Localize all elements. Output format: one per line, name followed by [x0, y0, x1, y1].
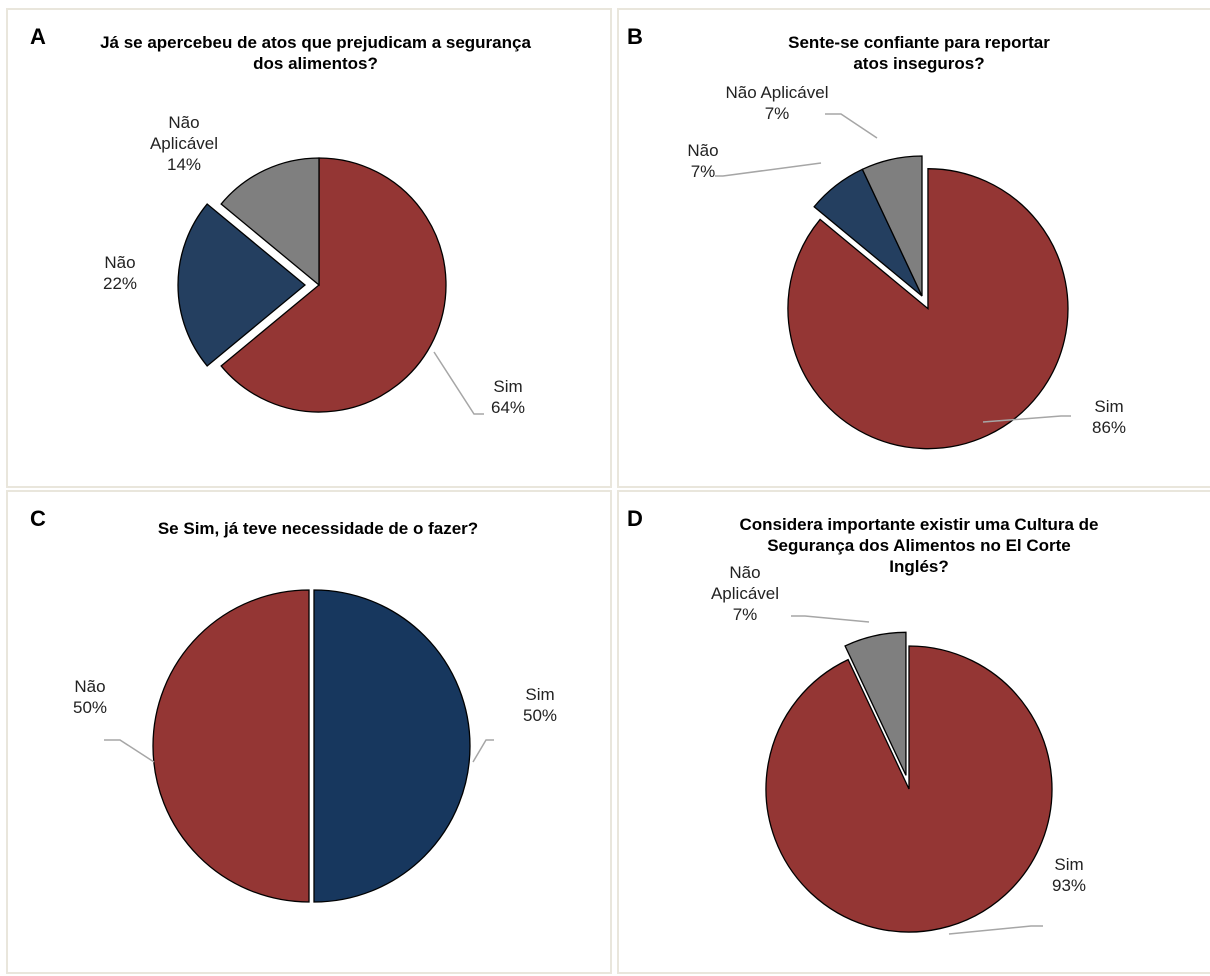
pie-slice-sim	[787, 168, 1069, 450]
slice-data-label: Sim 86%	[1092, 397, 1126, 437]
leader-line	[472, 739, 494, 763]
chart-title: Se Sim, já teve necessidade de o fazer?	[157, 519, 479, 538]
slice-data-label: Sim 64%	[491, 377, 525, 417]
slice-data-label: Não Aplicável 7%	[725, 83, 828, 123]
pie-slice-sim	[765, 645, 1053, 933]
pie-chart-a: Sim 64% Não 22% Não Aplicável 14%	[103, 113, 525, 417]
leader-line	[433, 351, 484, 415]
pie-slice-n-o-aplic-vel	[861, 155, 923, 297]
pie-slice-n-o	[152, 589, 310, 903]
panel-letter: A	[30, 24, 46, 49]
slice-data-label: Sim 93%	[1052, 855, 1086, 895]
leader-line	[791, 615, 870, 623]
panel-letter: D	[627, 506, 643, 531]
chart-panel-c: C Se Sim, já teve necessidade de o fazer…	[6, 490, 612, 974]
slice-data-label: Não Aplicável 7%	[711, 563, 779, 624]
panel-letter: B	[627, 24, 643, 49]
slice-data-label: Sim 50%	[523, 685, 557, 725]
chart-title: Já se apercebeu de atos que prejudicam a…	[100, 33, 531, 73]
pie-slice-n-o-aplic-vel	[844, 631, 907, 776]
chart-panel-b: B Sente-se confiante para reportar atos …	[617, 8, 1210, 488]
pie-slice-n-o	[177, 203, 307, 367]
panel-letter: C	[30, 506, 46, 531]
pie-slice-n-o-aplic-vel	[220, 157, 320, 287]
chart-panel-a: A Já se apercebeu de atos que prejudicam…	[6, 8, 612, 488]
slice-data-label: Não Aplicável 14%	[150, 113, 218, 174]
slice-data-label: Não 7%	[687, 141, 718, 181]
pie-slice-sim	[220, 157, 447, 413]
pie-chart-d: Sim 93% Não Aplicável 7%	[711, 563, 1086, 935]
leader-line	[948, 925, 1043, 935]
slice-data-label: Não 50%	[73, 677, 107, 717]
pie-chart-c: Sim 50% Não 50%	[73, 589, 557, 903]
leader-line	[825, 113, 878, 139]
chart-title: Considera importante existir uma Cultura…	[739, 515, 1099, 576]
slice-data-label: Não 22%	[103, 253, 137, 293]
leader-line	[104, 739, 155, 763]
chart-title: Sente-se confiante para reportar atos in…	[788, 33, 1050, 73]
chart-panel-d: D Considera importante existir uma Cultu…	[617, 490, 1210, 974]
leader-line	[715, 162, 822, 177]
pie-chart-b: Sim 86% Não 7%Não Aplicável 7%	[687, 83, 1126, 450]
pie-slice-sim	[313, 589, 471, 903]
leader-line	[982, 415, 1071, 423]
